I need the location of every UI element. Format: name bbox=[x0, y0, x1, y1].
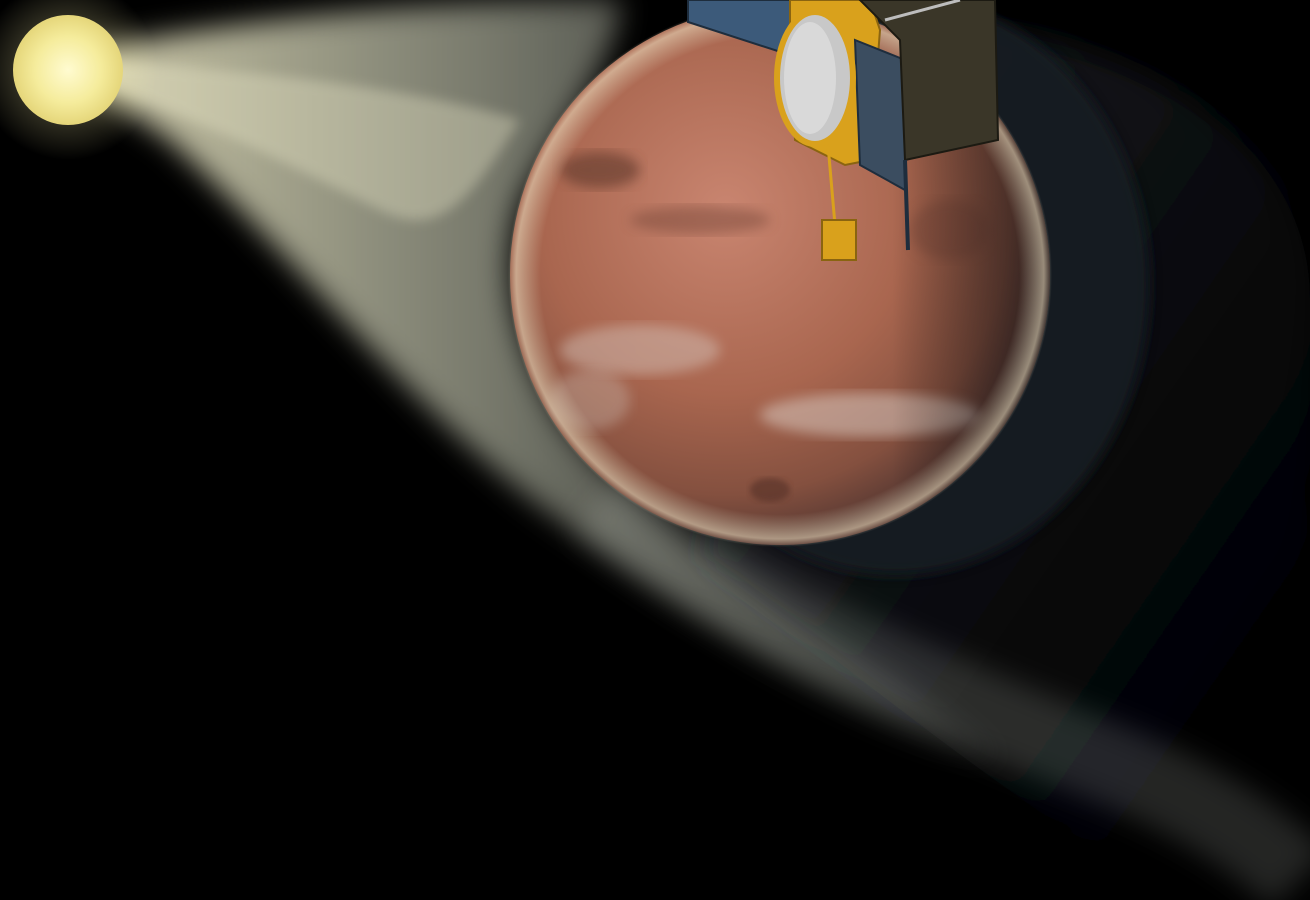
instrument-boom bbox=[821, 219, 857, 261]
spacecraft bbox=[687, 0, 1000, 261]
sun bbox=[0, 0, 158, 160]
solar-panel-right bbox=[858, 0, 1000, 162]
